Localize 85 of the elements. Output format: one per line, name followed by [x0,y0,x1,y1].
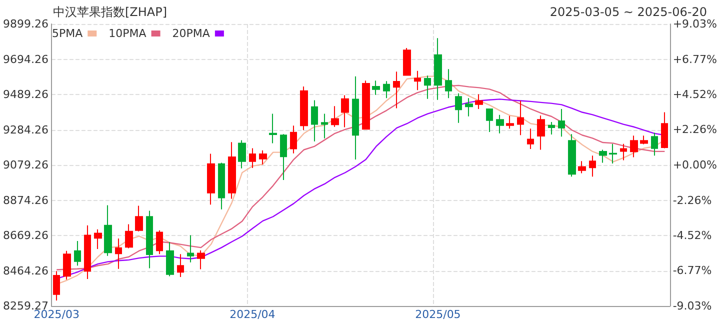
candlestick [362,80,370,130]
candlestick [620,143,627,161]
candlestick [125,224,133,249]
candlestick [84,224,91,280]
chart-subtitle: 2025-03-05 ~ 2025-06-20 [550,5,708,19]
candlestick [311,100,318,142]
candlestick [146,210,153,269]
candlestick [341,94,349,128]
x-tick-label: 2025/03 [34,308,80,320]
candlestick [661,112,668,149]
y2-tick-label: -9.03% [672,300,712,312]
candlestick [352,76,359,160]
legend-label: 10PMA [108,27,147,40]
y2-tick-label: -2.26% [672,194,712,207]
y-tick-label: 8874.26 [2,194,48,207]
y2-tick-label: +9.03% [672,18,718,30]
candlestick [383,80,390,99]
candlestick [455,92,462,124]
candlestick [53,270,60,302]
candlestick [135,205,143,232]
y-tick-label: 9489.26 [2,88,48,101]
candlestick [259,150,267,165]
y-tick-label: 9284.26 [2,123,48,136]
candlestick [599,149,607,164]
candlestick [187,234,194,263]
y-tick-label: 9079.26 [2,158,48,172]
legend-label: 5PMA [52,27,84,40]
candlestick [465,98,473,117]
y2-tick-label: -4.52% [672,229,712,242]
y2-tick-label: +0.00% [672,158,718,172]
candlestick [537,115,545,150]
candlestick [300,86,308,131]
candlestick [517,100,524,136]
y-tick-label: 8464.26 [2,264,48,278]
candlestick [290,125,297,154]
candlestick [115,238,122,270]
candlestick [475,94,483,110]
candlestick [434,38,442,100]
candlestick [527,128,534,150]
candlestick [156,230,163,255]
x-tick-label: 2025/04 [230,308,276,320]
legend-label: 20PMA [172,27,210,40]
candlestick [74,240,81,266]
chart-title: 中汉苹果指数[ZHAP] [53,5,168,19]
candlestick [630,135,638,158]
y2-tick-label: +4.52% [672,88,718,101]
y2-tick-label: +6.77% [672,52,718,66]
candlestick [207,153,215,206]
candlestick [403,47,411,76]
candlestick [589,155,596,178]
candlestick [269,113,277,144]
y-tick-label: 9694.26 [2,52,48,66]
candlestick [372,80,380,96]
candlestick [197,250,205,270]
candlestick [393,71,400,109]
y2-tick-label: +2.26% [672,123,718,136]
candlestick [640,135,648,145]
candlestick [609,143,617,164]
candlestick [104,204,112,256]
candlestick [228,142,236,200]
candlestick [506,115,514,130]
candlestick [63,250,71,280]
candlestick [238,140,246,169]
candlestick [321,113,328,139]
candlestick [177,254,184,278]
candlestick [445,68,452,99]
x-tick-label: 2025/05 [415,308,461,320]
candlestick [94,228,102,250]
y2-tick-label: -6.77% [672,264,712,278]
candlestick [651,132,658,156]
candlestick [496,114,504,134]
candlestick [424,75,431,100]
candlestick [280,134,287,181]
candlestick [568,134,576,178]
candlestick [166,242,174,277]
candlestick [558,108,565,138]
y-tick-label: 9899.26 [2,18,48,30]
candlestick [249,148,256,168]
candlestick [548,122,555,135]
candlestick [486,108,493,133]
candlestick [414,70,421,91]
candlestick [331,106,339,128]
y-tick-label: 8669.26 [2,229,48,242]
candlestick [218,162,225,210]
candlestick [578,160,586,174]
